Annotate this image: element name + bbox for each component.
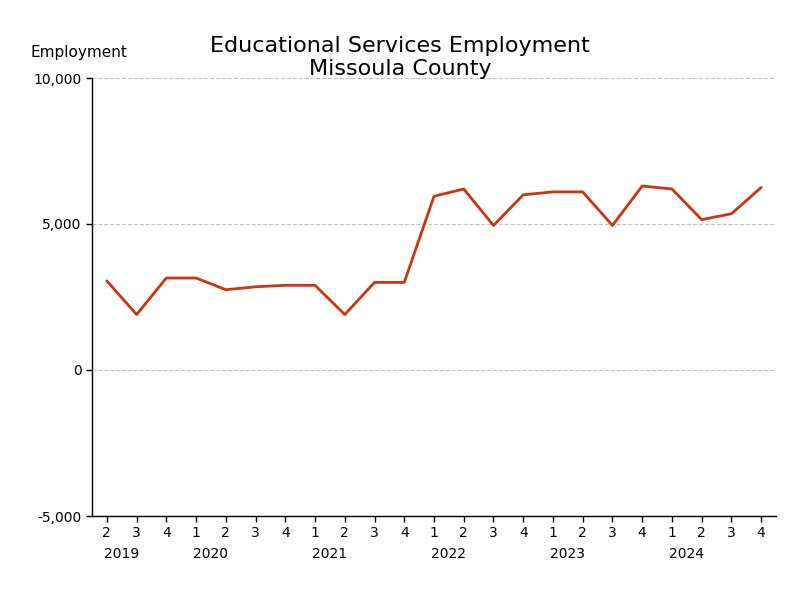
Text: Educational Services Employment
Missoula County: Educational Services Employment Missoula…: [210, 36, 590, 79]
Text: 2024: 2024: [670, 547, 704, 560]
Text: 2023: 2023: [550, 547, 586, 560]
Text: Employment: Employment: [30, 46, 127, 61]
Text: 2019: 2019: [104, 547, 139, 560]
Text: 2020: 2020: [194, 547, 229, 560]
Text: 2022: 2022: [431, 547, 466, 560]
Text: 2021: 2021: [312, 547, 347, 560]
